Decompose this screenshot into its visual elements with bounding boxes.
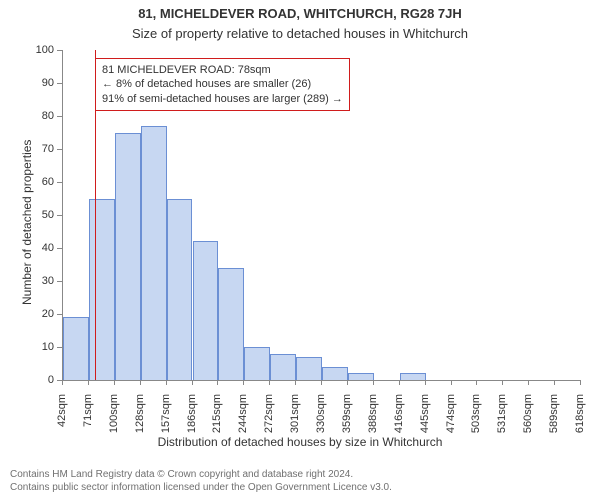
annotation-box: 81 MICHELDEVER ROAD: 78sqm ← 8% of detac… bbox=[95, 58, 350, 111]
x-tick-mark bbox=[321, 380, 322, 385]
x-tick-mark bbox=[166, 380, 167, 385]
x-tick-label: 618sqm bbox=[574, 394, 586, 444]
x-tick-mark bbox=[373, 380, 374, 385]
histogram-bar bbox=[141, 126, 167, 380]
x-tick-label: 589sqm bbox=[548, 394, 560, 444]
histogram-bar bbox=[193, 241, 219, 380]
y-tick-label: 20 bbox=[28, 308, 54, 320]
x-tick-label: 157sqm bbox=[160, 394, 172, 444]
histogram-bar bbox=[167, 199, 193, 381]
y-tick-mark bbox=[57, 116, 62, 117]
annotation-line-3: 91% of semi-detached houses are larger (… bbox=[102, 92, 343, 106]
x-tick-mark bbox=[399, 380, 400, 385]
x-tick-mark bbox=[295, 380, 296, 385]
y-tick-label: 40 bbox=[28, 242, 54, 254]
histogram-bar bbox=[218, 268, 244, 380]
y-tick-mark bbox=[57, 50, 62, 51]
y-tick-label: 30 bbox=[28, 275, 54, 287]
x-tick-label: 330sqm bbox=[315, 394, 327, 444]
x-tick-mark bbox=[62, 380, 63, 385]
y-tick-mark bbox=[57, 83, 62, 84]
x-tick-label: 560sqm bbox=[522, 394, 534, 444]
x-tick-label: 244sqm bbox=[237, 394, 249, 444]
y-tick-label: 0 bbox=[28, 374, 54, 386]
x-tick-label: 388sqm bbox=[367, 394, 379, 444]
x-tick-label: 301sqm bbox=[289, 394, 301, 444]
x-tick-mark bbox=[217, 380, 218, 385]
y-tick-mark bbox=[57, 182, 62, 183]
histogram-bar bbox=[296, 357, 322, 380]
x-tick-label: 71sqm bbox=[82, 394, 94, 444]
histogram-bar bbox=[348, 373, 374, 380]
histogram-bar bbox=[63, 317, 89, 380]
histogram-bar bbox=[115, 133, 141, 381]
annotation-line-1: 81 MICHELDEVER ROAD: 78sqm bbox=[102, 63, 343, 77]
y-tick-mark bbox=[57, 314, 62, 315]
x-tick-mark bbox=[140, 380, 141, 385]
x-tick-mark bbox=[580, 380, 581, 385]
x-tick-label: 272sqm bbox=[263, 394, 275, 444]
y-tick-label: 90 bbox=[28, 77, 54, 89]
histogram-bar bbox=[89, 199, 115, 381]
y-tick-label: 50 bbox=[28, 209, 54, 221]
annotation-line-2: ← 8% of detached houses are smaller (26) bbox=[102, 77, 343, 91]
histogram-bar bbox=[270, 354, 296, 380]
x-tick-mark bbox=[243, 380, 244, 385]
x-tick-mark bbox=[114, 380, 115, 385]
page-title: 81, MICHELDEVER ROAD, WHITCHURCH, RG28 7… bbox=[0, 6, 600, 21]
x-tick-mark bbox=[425, 380, 426, 385]
x-tick-mark bbox=[451, 380, 452, 385]
x-tick-label: 42sqm bbox=[56, 394, 68, 444]
y-tick-mark bbox=[57, 215, 62, 216]
x-tick-label: 186sqm bbox=[186, 394, 198, 444]
histogram-bar bbox=[322, 367, 348, 380]
y-tick-label: 70 bbox=[28, 143, 54, 155]
x-tick-mark bbox=[192, 380, 193, 385]
page-subtitle: Size of property relative to detached ho… bbox=[0, 26, 600, 41]
x-tick-label: 503sqm bbox=[470, 394, 482, 444]
y-tick-mark bbox=[57, 347, 62, 348]
footer-line-2: Contains public sector information licen… bbox=[10, 482, 392, 495]
y-tick-label: 10 bbox=[28, 341, 54, 353]
x-tick-label: 215sqm bbox=[211, 394, 223, 444]
x-tick-label: 416sqm bbox=[393, 394, 405, 444]
y-tick-label: 80 bbox=[28, 110, 54, 122]
x-tick-mark bbox=[528, 380, 529, 385]
histogram-bar bbox=[400, 373, 426, 380]
x-tick-mark bbox=[476, 380, 477, 385]
y-tick-mark bbox=[57, 149, 62, 150]
x-tick-mark bbox=[269, 380, 270, 385]
histogram-bar bbox=[244, 347, 270, 380]
x-tick-label: 474sqm bbox=[445, 394, 457, 444]
footer-line-1: Contains HM Land Registry data © Crown c… bbox=[10, 469, 392, 482]
x-tick-mark bbox=[502, 380, 503, 385]
x-tick-label: 100sqm bbox=[108, 394, 120, 444]
y-tick-label: 60 bbox=[28, 176, 54, 188]
x-tick-mark bbox=[347, 380, 348, 385]
footer-credits: Contains HM Land Registry data © Crown c… bbox=[10, 469, 392, 494]
x-tick-label: 359sqm bbox=[341, 394, 353, 444]
x-tick-label: 445sqm bbox=[419, 394, 431, 444]
y-tick-mark bbox=[57, 248, 62, 249]
x-tick-mark bbox=[554, 380, 555, 385]
x-tick-label: 531sqm bbox=[496, 394, 508, 444]
y-tick-mark bbox=[57, 281, 62, 282]
x-tick-mark bbox=[88, 380, 89, 385]
x-tick-label: 128sqm bbox=[134, 394, 146, 444]
y-tick-label: 100 bbox=[28, 44, 54, 56]
